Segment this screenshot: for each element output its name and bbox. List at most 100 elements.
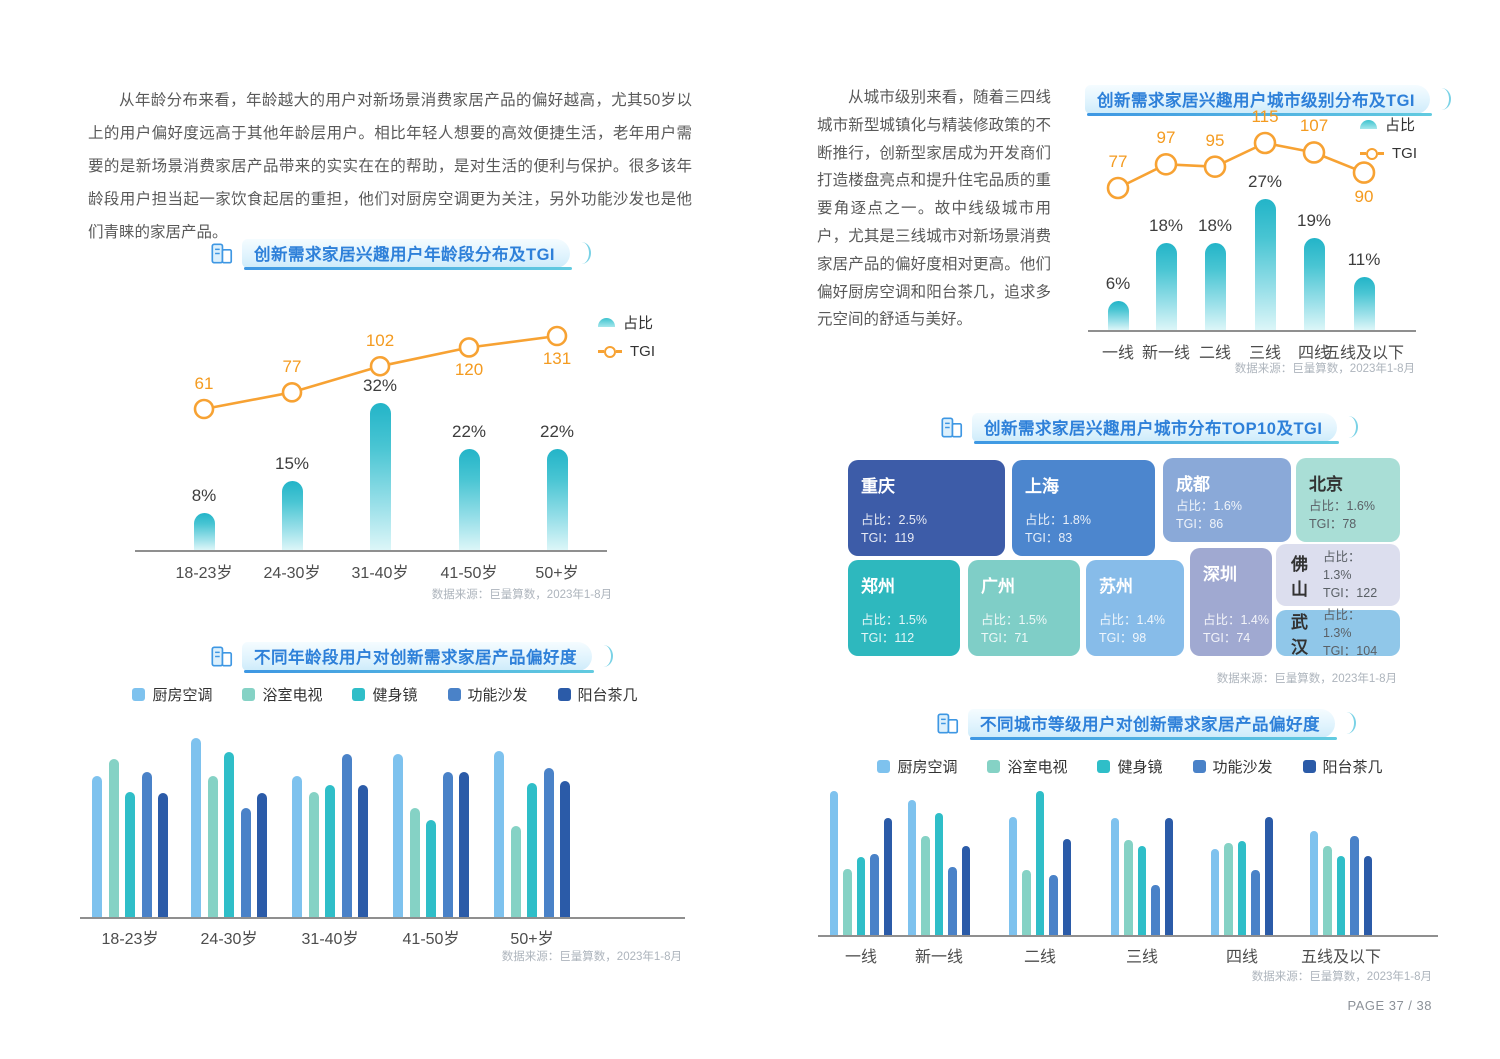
bar-功能沙发	[948, 867, 957, 935]
category-label: 24-30岁	[263, 565, 321, 582]
legend-item-功能沙发: 功能沙发	[1192, 756, 1273, 777]
tgi-point	[193, 398, 215, 420]
treemap-tile-7: 苏州占比：1.4% TGI：98	[1086, 560, 1184, 656]
bar-浴室电视	[1323, 846, 1332, 935]
bar-阳台茶几	[1062, 839, 1072, 935]
series-swatch	[132, 688, 146, 701]
source-note: 数据来源：巨量算数，2023年1-8月	[431, 589, 612, 601]
treemap-city-name: 深圳	[1203, 565, 1237, 584]
bar-厨房空调	[829, 791, 839, 935]
tgi-point	[1302, 141, 1326, 164]
tgi-value-label: 61	[194, 374, 214, 393]
category-label: 五线及以下	[1300, 949, 1381, 966]
series-swatch	[1302, 760, 1316, 773]
category-label: 50+岁	[535, 565, 579, 582]
title-pill: 创新需求家居兴趣用户城市分布TOP10及TGI	[972, 412, 1340, 444]
bar-厨房空调	[1210, 849, 1220, 935]
bar-健身镜	[125, 792, 135, 917]
title-tail-decoration	[1345, 712, 1356, 734]
tgi-line-icon	[1360, 147, 1384, 160]
category-label: 24-30岁	[200, 931, 258, 948]
tgi-value: TGI：74	[1203, 631, 1251, 645]
category-label: 31-40岁	[301, 931, 359, 948]
title-pill: 创新需求家居兴趣用户年龄段分布及TGI	[242, 238, 572, 270]
treemap-tile-2: 上海占比：1.8% TGI：83	[1012, 460, 1155, 556]
title-tail-decoration	[1440, 88, 1451, 110]
share-bar	[1155, 243, 1177, 330]
category-label: 三线	[1125, 949, 1158, 966]
bar-value-label: 22%	[451, 422, 487, 441]
tgi-value: TGI：112	[861, 631, 915, 645]
legend-label: 健身镜	[1117, 759, 1163, 776]
page-number: PAGE 37 / 38	[1347, 998, 1432, 1013]
series-swatch	[1097, 760, 1111, 773]
series-swatch	[447, 688, 461, 701]
bar-value-label: 18%	[1197, 216, 1233, 235]
treemap-city-details: 占比：1.8% TGI：83	[1025, 511, 1091, 547]
bar-阳台茶几	[883, 818, 893, 935]
legend-item-阳台茶几: 阳台茶几	[557, 684, 638, 705]
bar-阳台茶几	[257, 793, 267, 917]
city-tier-chart-title: 创新需求家居兴趣用户城市级别分布及TGI	[1085, 84, 1451, 116]
tgi-value-label: 102	[365, 331, 395, 351]
treemap-tile-5: 郑州 占比：1.5% TGI：112	[848, 560, 960, 656]
bar-功能沙发	[870, 854, 879, 935]
category-label: 41-50岁	[402, 931, 460, 948]
legend-item-功能沙发: 功能沙发	[447, 684, 528, 705]
age-preference-legend: 厨房空调 浴室电视 健身镜 功能沙发 阳台茶几	[80, 684, 690, 705]
share-bar	[281, 481, 303, 550]
share-value: 占比：1.6%	[1176, 499, 1242, 513]
tgi-point	[1253, 131, 1277, 155]
bar-浴室电视	[1224, 843, 1233, 935]
share-bar	[1303, 238, 1325, 330]
bar-浴室电视	[1022, 870, 1031, 935]
legend-item-tgi: TGI	[598, 343, 655, 360]
treemap-city-details: 占比：1.4% TGI：98	[1099, 611, 1165, 647]
bar-厨房空调	[907, 800, 917, 935]
legend-label: 功能沙发	[467, 687, 528, 704]
age-preference-title: 不同年龄段用户对创新需求家居产品偏好度	[210, 641, 613, 673]
legend-label: 阳台茶几	[577, 687, 638, 704]
tgi-value-label: 95	[1205, 130, 1225, 150]
bar-功能沙发	[1049, 875, 1058, 935]
treemap-city-details: 占比：1.5% TGI：112	[861, 611, 927, 647]
bar-厨房空调	[1110, 818, 1120, 935]
bar-厨房空调	[191, 738, 201, 917]
treemap-city-details: 占比：1.5% TGI：71	[981, 611, 1047, 647]
category-label: 四线	[1225, 949, 1258, 966]
bar-健身镜	[856, 857, 866, 935]
bar-value-label: 22%	[539, 422, 575, 441]
share-bar	[546, 449, 568, 550]
tgi-value: TGI：119	[861, 531, 915, 545]
treemap-city-name: 广州	[981, 577, 1015, 596]
bar-功能沙发	[341, 754, 352, 917]
treemap-tile-6: 广州占比：1.5% TGI：71	[968, 560, 1080, 656]
share-value: 占比：1.3%	[1322, 550, 1361, 582]
legend-label: 占比	[1385, 117, 1416, 134]
treemap-city-name: 苏州	[1099, 577, 1133, 596]
age-distribution-chart: 8% 18-23岁 15% 24-30岁 32% 31-40岁 22% 41-50岁 22% 50…	[90, 298, 655, 583]
bar-value-label: 19%	[1296, 211, 1332, 230]
tgi-value-label: 107	[1299, 116, 1329, 136]
legend-label: 浴室电视	[262, 687, 323, 704]
treemap-city-name: 北京	[1309, 475, 1343, 494]
legend-item-厨房空调: 厨房空调	[132, 684, 212, 705]
share-bar	[369, 403, 391, 550]
tgi-value-label: 115	[1251, 107, 1279, 126]
tgi-point	[369, 355, 391, 377]
category-label: 新一线	[914, 949, 963, 966]
legend-item-厨房空调: 厨房空调	[877, 756, 957, 777]
bar-阳台茶几	[1264, 817, 1274, 935]
treemap-city-name: 上海	[1025, 477, 1059, 496]
category-label: 18-23岁	[101, 931, 159, 948]
tgi-value-label: 131	[542, 348, 572, 368]
building-icon	[940, 415, 964, 440]
bar-厨房空调	[1008, 817, 1018, 935]
share-bar	[1254, 199, 1276, 330]
age-chart-title-text: 创新需求家居兴趣用户年龄段分布及TGI	[254, 246, 555, 264]
source-note: 数据来源：巨量算数，2023年1-8月	[501, 951, 682, 963]
bar-value-label: 32%	[362, 376, 398, 395]
tgi-value: TGI：83	[1025, 531, 1073, 545]
bar-功能沙发	[543, 768, 554, 917]
bar-value-label: 15%	[274, 454, 310, 473]
